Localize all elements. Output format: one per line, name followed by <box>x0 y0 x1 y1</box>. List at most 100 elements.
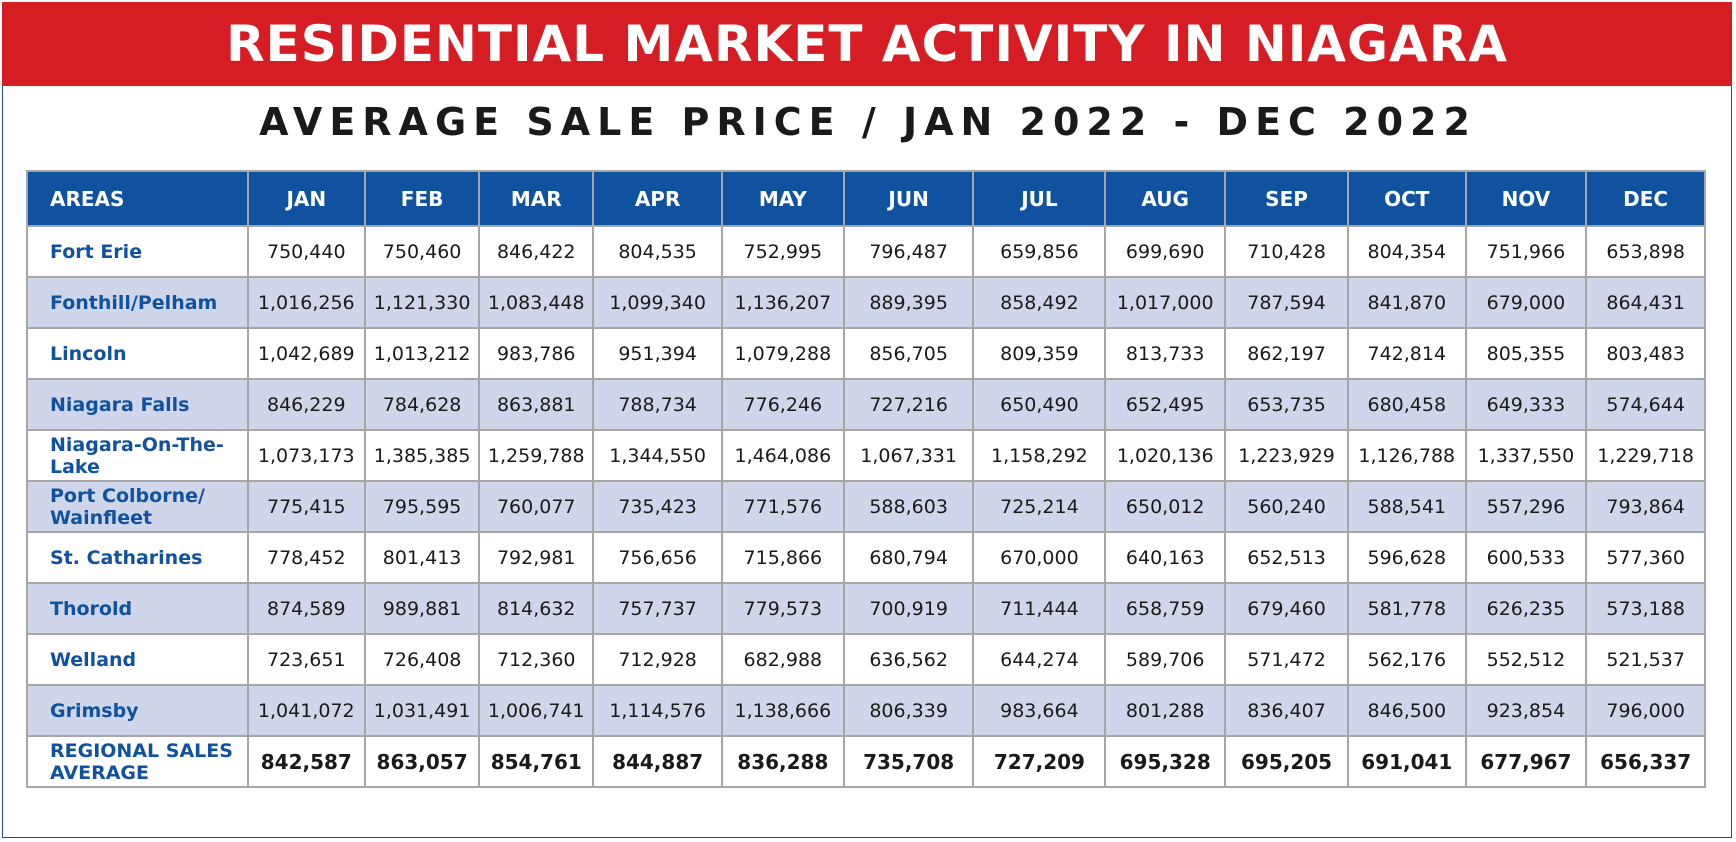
price-cell: 1,041,072 <box>246 684 367 737</box>
price-cell: 778,452 <box>246 531 367 584</box>
area-name-cell: Welland <box>26 633 249 686</box>
price-cell: 858,492 <box>972 276 1107 329</box>
price-cell: 923,854 <box>1464 684 1588 737</box>
area-name-cell: Fort Erie <box>26 225 249 278</box>
price-cell: 846,229 <box>246 378 367 431</box>
price-cell: 640,163 <box>1104 531 1227 584</box>
price-cell: 1,099,340 <box>592 276 723 329</box>
price-cell: 649,333 <box>1464 378 1588 431</box>
price-cell: 771,576 <box>720 480 845 533</box>
price-cell: 841,870 <box>1347 276 1467 329</box>
price-cell: 691,041 <box>1347 735 1467 788</box>
price-cell: 1,344,550 <box>592 429 723 482</box>
price-cell: 1,079,288 <box>720 327 845 380</box>
price-cell: 652,513 <box>1224 531 1350 584</box>
table-row: Welland 723,651 726,408 712,360 712,928 682,9… <box>26 633 1706 686</box>
price-cell: 727,216 <box>842 378 975 431</box>
price-cell: 573,188 <box>1585 582 1706 635</box>
price-cell: 726,408 <box>364 633 481 686</box>
price-cell: 1,158,292 <box>972 429 1107 482</box>
table-row: Niagara Falls 846,229 784,628 863,881 788,73… <box>26 378 1706 431</box>
column-header-oct: OCT <box>1347 170 1467 227</box>
area-name-cell: Thorold <box>26 582 249 635</box>
price-cell: 562,176 <box>1347 633 1467 686</box>
price-cell: 679,460 <box>1224 582 1350 635</box>
price-cell: 874,589 <box>246 582 367 635</box>
price-cell: 951,394 <box>592 327 723 380</box>
area-name-cell: REGIONAL SALES AVERAGE <box>26 735 249 788</box>
table-row: Fort Erie 750,440 750,460 846,422 804,535 752… <box>26 225 1706 278</box>
price-cell: 670,000 <box>972 531 1107 584</box>
price-cell: 1,229,718 <box>1585 429 1706 482</box>
price-cell: 752,995 <box>720 225 845 278</box>
table-row: Fonthill/Pelham 1,016,256 1,121,330 1,083,4… <box>26 276 1706 329</box>
area-name-cell: Fonthill/Pelham <box>26 276 249 329</box>
area-name-cell: Grimsby <box>26 684 249 737</box>
price-cell: 846,422 <box>478 225 595 278</box>
price-cell: 1,042,689 <box>246 327 367 380</box>
price-cell: 650,490 <box>972 378 1107 431</box>
price-cell: 864,431 <box>1585 276 1706 329</box>
table-row: Port Colborne/ Wainfleet 775,415 795,595 76… <box>26 480 1706 533</box>
price-cell: 856,705 <box>842 327 975 380</box>
column-header-nov: NOV <box>1464 170 1588 227</box>
table-row: Lincoln 1,042,689 1,013,212 983,786 951,394 1… <box>26 327 1706 380</box>
column-header-jun: JUN <box>842 170 975 227</box>
table-subtitle: AVERAGE SALE PRICE / JAN 2022 - DEC 2022 <box>259 100 1477 144</box>
price-cell: 1,083,448 <box>478 276 595 329</box>
price-cell: 653,898 <box>1585 225 1706 278</box>
price-cell: 1,126,788 <box>1347 429 1467 482</box>
price-cell: 574,644 <box>1585 378 1706 431</box>
column-header-jan: JAN <box>246 170 367 227</box>
price-cell: 750,460 <box>364 225 481 278</box>
price-cell: 588,603 <box>842 480 975 533</box>
price-cell: 711,444 <box>972 582 1107 635</box>
price-cell: 699,690 <box>1104 225 1227 278</box>
column-header-may: MAY <box>720 170 845 227</box>
table-row: Thorold 874,589 989,881 814,632 757,737 779,5… <box>26 582 1706 635</box>
price-cell: 844,887 <box>592 735 723 788</box>
table-row: Grimsby 1,041,072 1,031,491 1,006,741 1,114,… <box>26 684 1706 737</box>
price-cell: 596,628 <box>1347 531 1467 584</box>
price-cell: 653,735 <box>1224 378 1350 431</box>
column-header-feb: FEB <box>364 170 481 227</box>
price-cell: 775,415 <box>246 480 367 533</box>
price-cell: 571,472 <box>1224 633 1350 686</box>
price-cell: 1,006,741 <box>478 684 595 737</box>
price-cell: 757,737 <box>592 582 723 635</box>
price-cell: 804,354 <box>1347 225 1467 278</box>
price-cell: 589,706 <box>1104 633 1227 686</box>
price-cell: 680,794 <box>842 531 975 584</box>
price-cell: 787,594 <box>1224 276 1350 329</box>
price-cell: 725,214 <box>972 480 1107 533</box>
price-cell: 801,413 <box>364 531 481 584</box>
table-row: Niagara-On-The-Lake 1,073,173 1,385,385 1,2… <box>26 429 1706 482</box>
price-cell: 1,031,491 <box>364 684 481 737</box>
area-name-cell: St. Catharines <box>26 531 249 584</box>
price-cell: 803,483 <box>1585 327 1706 380</box>
price-cell: 710,428 <box>1224 225 1350 278</box>
price-cell: 1,020,136 <box>1104 429 1227 482</box>
price-cell: 1,136,207 <box>720 276 845 329</box>
price-cell: 600,533 <box>1464 531 1588 584</box>
price-cell: 846,500 <box>1347 684 1467 737</box>
column-header-apr: APR <box>592 170 723 227</box>
price-cell: 652,495 <box>1104 378 1227 431</box>
price-cell: 735,708 <box>842 735 975 788</box>
price-cell: 779,573 <box>720 582 845 635</box>
price-cell: 863,881 <box>478 378 595 431</box>
column-header-dec: DEC <box>1585 170 1706 227</box>
area-name-cell: Niagara Falls <box>26 378 249 431</box>
price-cell: 557,296 <box>1464 480 1588 533</box>
price-cell: 1,114,576 <box>592 684 723 737</box>
price-cell: 989,881 <box>364 582 481 635</box>
price-cell: 560,240 <box>1224 480 1350 533</box>
price-cell: 1,385,385 <box>364 429 481 482</box>
price-cell: 712,360 <box>478 633 595 686</box>
price-cell: 796,487 <box>842 225 975 278</box>
price-cell: 680,458 <box>1347 378 1467 431</box>
price-cell: 862,197 <box>1224 327 1350 380</box>
price-cell: 1,223,929 <box>1224 429 1350 482</box>
price-cell: 1,017,000 <box>1104 276 1227 329</box>
price-cell: 658,759 <box>1104 582 1227 635</box>
